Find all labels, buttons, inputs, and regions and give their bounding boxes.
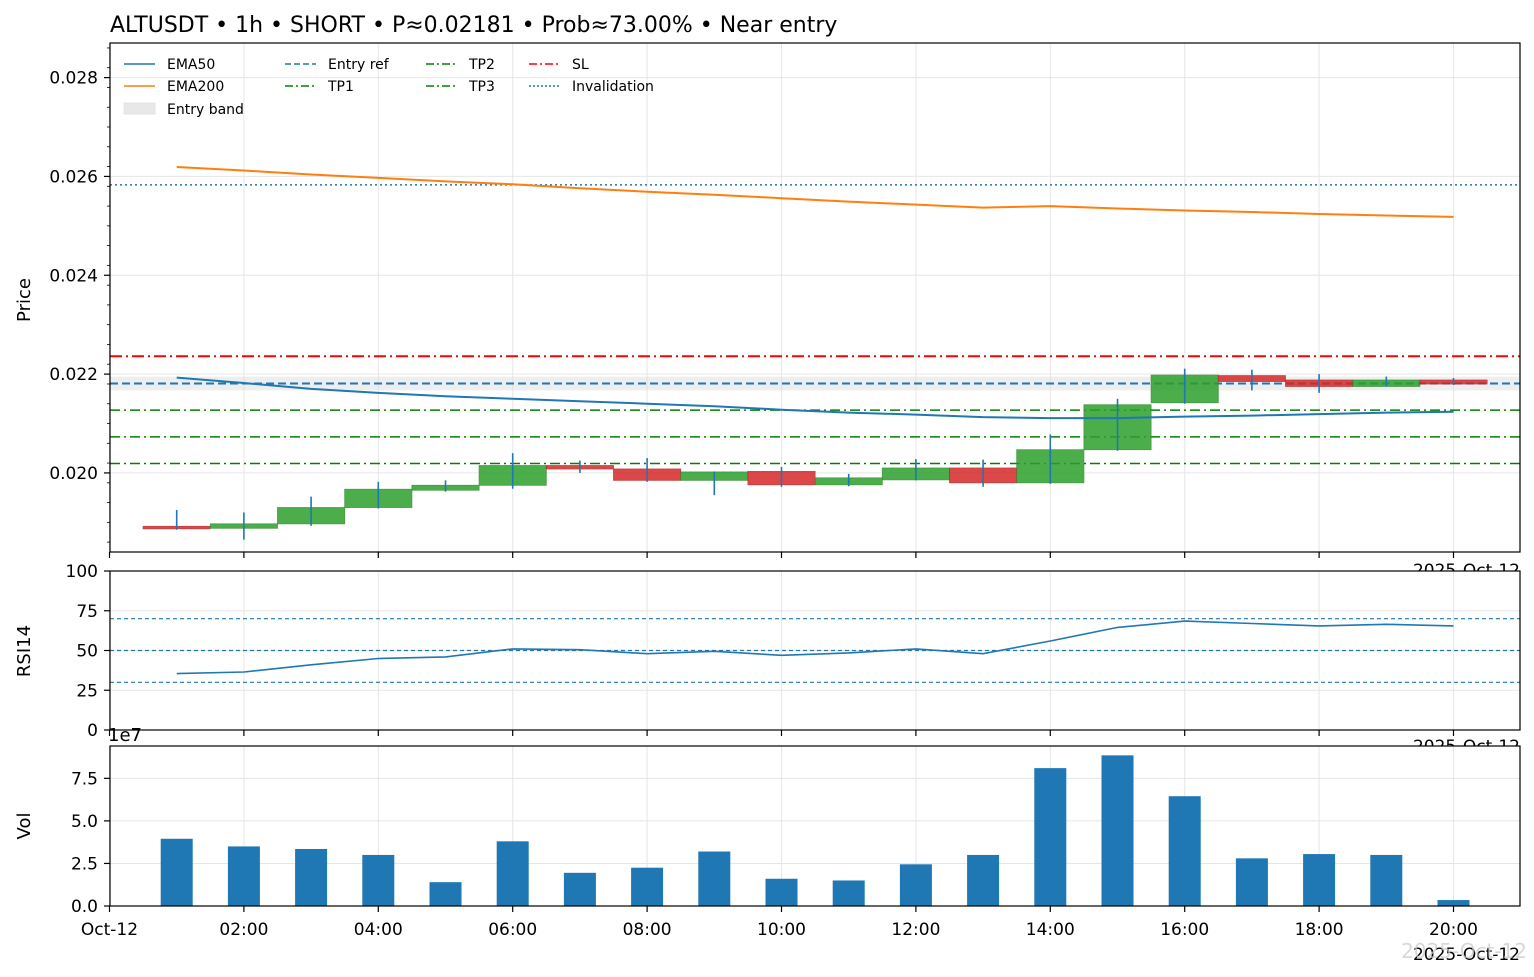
volume-bar <box>832 880 865 906</box>
volume-bar <box>362 854 395 906</box>
chart-title: ALTUSDT • 1h • SHORT • P≈0.02181 • Prob≈… <box>110 13 837 38</box>
ema50-line <box>176 376 1454 420</box>
volume-bar <box>563 872 596 906</box>
legend-label: TP3 <box>468 79 495 95</box>
x-tick-label: 20:00 <box>1429 920 1478 940</box>
x-tick-label: 06:00 <box>488 920 537 940</box>
ema200-line <box>176 166 1454 218</box>
price-x-tick-marks <box>108 552 1455 558</box>
legend-label: SL <box>572 57 589 73</box>
volume-bar <box>1034 768 1067 906</box>
legend-swatch <box>123 102 156 115</box>
legend-label: EMA50 <box>167 57 215 73</box>
legend-label: TP1 <box>327 79 354 95</box>
rsi-y-tick-label: 75 <box>76 602 98 622</box>
legend-label: Entry band <box>167 102 244 118</box>
volume-bar <box>899 864 932 906</box>
price-y-ticks: 0.020 0.022 0.024 0.026 0.028 <box>49 47 110 543</box>
x-tick-label: 08:00 <box>623 920 672 940</box>
candles <box>142 368 1488 540</box>
legend-label: EMA200 <box>167 79 224 95</box>
x-tick-label: 14:00 <box>1026 920 1075 940</box>
legend-label: Entry ref <box>328 57 390 73</box>
rsi-x-tick-marks <box>108 730 1455 736</box>
volume-axes-frame <box>109 745 1521 907</box>
legend: EMA50 EMA200 Entry band Entry ref TP1 TP2 TP3 S… <box>123 57 654 118</box>
volume-bar <box>1235 858 1268 906</box>
volume-y-tick-label: 2.5 <box>71 854 98 874</box>
volume-background <box>110 746 1520 906</box>
x-tick-label: Oct-12 <box>81 920 138 940</box>
volume-axis-label: Vol <box>14 813 35 840</box>
volume-y-tick-label: 5.0 <box>71 812 98 832</box>
volume-bar <box>160 838 193 906</box>
volume-panel: 0.0 2.5 5.0 7.5 Oct-12 02:00 04:00 06:00 08:00 1… <box>14 725 1521 965</box>
rsi-y-ticks: 0 25 50 75 100 <box>66 562 110 741</box>
volume-bar <box>1168 796 1201 906</box>
x-tick-label: 04:00 <box>354 920 403 940</box>
x-tick-label: 10:00 <box>757 920 806 940</box>
rsi-y-tick-label: 100 <box>66 562 98 582</box>
price-y-tick-label: 0.020 <box>49 464 98 484</box>
x-tick-label: 18:00 <box>1295 920 1344 940</box>
volume-x-ticks: Oct-12 02:00 04:00 06:00 08:00 10:00 12:00 14:0… <box>81 906 1478 940</box>
volume-y-tick-label: 7.5 <box>71 769 98 789</box>
legend-label: Invalidation <box>572 79 654 95</box>
volume-bar <box>765 878 798 906</box>
volume-bar <box>496 841 529 906</box>
volume-bar <box>967 854 1000 906</box>
rsi-y-tick-label: 0 <box>87 721 98 741</box>
rsi-axis-label: RSI14 <box>14 625 35 677</box>
rsi-line <box>176 620 1454 675</box>
price-y-tick-label: 0.026 <box>49 167 98 187</box>
volume-bar <box>1437 900 1470 906</box>
price-axes-frame <box>109 42 1521 553</box>
x-tick-label: 16:00 <box>1160 920 1209 940</box>
volume-bar <box>1101 755 1134 906</box>
volume-y-ticks: 0.0 2.5 5.0 7.5 <box>71 769 110 917</box>
x-tick-label: 12:00 <box>891 920 940 940</box>
volume-bar <box>227 846 260 906</box>
rsi-guide-lines <box>110 618 1520 683</box>
price-y-tick-label: 0.028 <box>49 69 98 89</box>
rsi-y-tick-label: 50 <box>76 642 98 662</box>
volume-bars <box>160 755 1470 906</box>
volume-bar <box>429 882 462 906</box>
price-levels <box>110 184 1520 465</box>
volume-offset-text: 1e7 <box>108 725 142 746</box>
volume-bar <box>1303 854 1336 906</box>
legend-label: TP2 <box>468 57 495 73</box>
volume-bar <box>698 851 731 906</box>
x-tick-label: 02:00 <box>219 920 268 940</box>
volume-bar <box>631 867 664 906</box>
volume-bar <box>1370 854 1403 906</box>
watermark: 2025-Oct-12 <box>1401 939 1527 963</box>
price-y-tick-label: 0.024 <box>49 266 98 286</box>
price-axis-label: Price <box>14 278 35 322</box>
price-y-tick-label: 0.022 <box>49 365 98 385</box>
volume-y-tick-label: 0.0 <box>71 897 98 917</box>
rsi-y-tick-label: 25 <box>76 681 98 701</box>
volume-bar <box>295 848 328 906</box>
volume-corner-date: 2025-Oct-12 <box>1413 945 1520 965</box>
